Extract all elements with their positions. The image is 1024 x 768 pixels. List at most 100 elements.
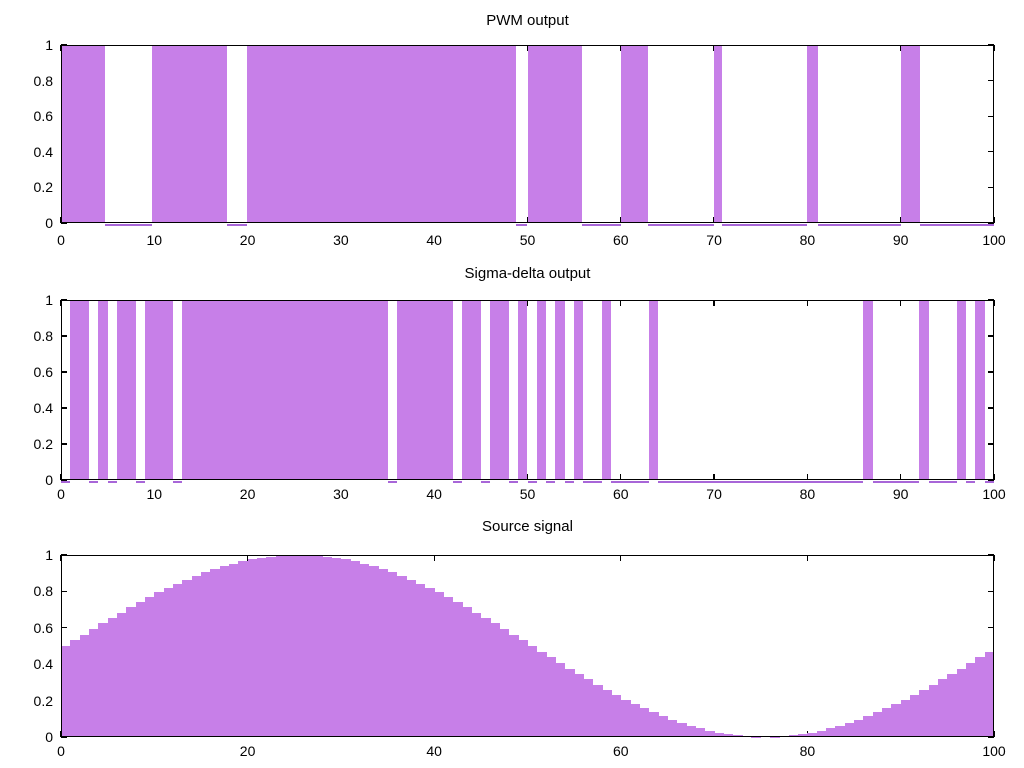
pulse-bar <box>527 45 582 223</box>
zero-level-line <box>928 481 957 483</box>
staircase-step <box>891 704 902 737</box>
y-tick-mark <box>988 371 994 373</box>
zero-level-line <box>172 481 183 483</box>
pulse-bar <box>518 300 528 480</box>
pulse-bar <box>116 300 136 480</box>
x-tick-label: 30 <box>333 232 349 248</box>
y-tick-label: 0.4 <box>33 143 53 160</box>
staircase-step <box>312 555 323 737</box>
x-tick-label: 40 <box>426 232 442 248</box>
pulse-bar <box>714 45 723 223</box>
staircase-step <box>592 684 603 737</box>
staircase-step <box>574 674 584 737</box>
x-tick-mark <box>620 555 622 561</box>
staircase-step <box>406 579 417 737</box>
y-tick-mark <box>61 407 67 409</box>
staircase-step <box>144 597 155 737</box>
staircase-step <box>583 679 594 737</box>
y-tick-mark <box>61 590 67 593</box>
staircase-step <box>350 561 361 737</box>
staircase-step <box>667 719 678 737</box>
x-tick-mark <box>806 45 809 51</box>
y-tick-mark <box>988 186 994 189</box>
pulse-bar <box>246 45 517 223</box>
pulse-bar <box>152 45 228 223</box>
y-tick-label: 1 <box>45 547 53 563</box>
staircase-step <box>704 730 715 737</box>
staircase-step <box>443 597 454 737</box>
staircase-step <box>499 628 510 737</box>
staircase-step <box>79 634 90 737</box>
y-tick-mark <box>988 115 994 117</box>
staircase-step <box>872 712 883 737</box>
zero-level-line <box>872 481 920 483</box>
plot-frame <box>61 45 994 223</box>
staircase-step <box>70 640 81 737</box>
x-tick-mark <box>433 555 435 561</box>
y-tick-mark <box>988 335 994 337</box>
staircase-step <box>844 722 855 737</box>
zero-level-line <box>564 481 575 483</box>
staircase-step <box>480 617 491 737</box>
staircase-step <box>368 566 379 737</box>
staircase-step <box>900 699 911 737</box>
x-tick-label: 60 <box>613 743 629 759</box>
x-tick-label: 80 <box>799 232 816 248</box>
staircase-step <box>107 617 118 737</box>
plot-frame <box>61 555 994 737</box>
zero-level-line <box>527 481 537 483</box>
pulse-bar <box>648 300 659 480</box>
y-tick-label: 0.8 <box>33 328 53 344</box>
y-tick-label: 0 <box>45 215 53 231</box>
staircase-step <box>910 694 920 737</box>
staircase-step <box>434 592 445 737</box>
zero-level-line <box>452 481 463 483</box>
pulse-bar <box>396 300 453 480</box>
staircase-step <box>415 583 426 737</box>
staircase-step <box>322 556 333 737</box>
zero-level-line <box>105 224 153 226</box>
x-tick-mark <box>713 474 715 480</box>
staircase-step <box>564 668 575 737</box>
y-tick-mark <box>61 371 67 373</box>
staircase-step <box>424 587 435 737</box>
pulse-bar <box>555 300 565 480</box>
y-tick-label: 0.6 <box>33 619 53 636</box>
staircase-step <box>219 566 230 737</box>
staircase-step <box>695 728 706 737</box>
x-tick-label: 50 <box>519 486 536 502</box>
x-tick-mark <box>806 474 809 480</box>
x-tick-label: 80 <box>799 743 816 759</box>
zero-level-line <box>583 481 603 483</box>
staircase-step <box>798 734 808 737</box>
zero-level-line <box>581 224 621 226</box>
pulse-bar <box>61 45 106 223</box>
staircase-step <box>135 602 146 737</box>
staircase-step <box>228 563 239 737</box>
staircase-step <box>275 555 286 737</box>
staircase-step <box>256 557 267 737</box>
staircase-step <box>284 555 295 737</box>
x-tick-mark <box>900 300 902 306</box>
staircase-step <box>462 607 473 737</box>
pulse-bar <box>462 300 481 480</box>
x-tick-mark <box>900 474 902 480</box>
y-tick-label: 1 <box>45 37 53 53</box>
x-tick-label: 10 <box>146 232 163 248</box>
staircase-step <box>835 725 846 737</box>
pulse-bar <box>863 300 873 480</box>
staircase-step <box>396 575 407 737</box>
staircase-step <box>359 563 370 737</box>
y-tick-mark <box>988 443 994 445</box>
zero-level-line <box>966 481 976 483</box>
y-tick-mark <box>61 627 67 629</box>
staircase-step <box>984 651 995 737</box>
chart-pwm-output: 0 10 20 30 40 50 60 70 80 90 100 0 0.2 0.4 0.6 0.8 1 PWM … <box>34 12 1006 249</box>
x-tick-label: 10 <box>146 486 163 502</box>
x-tick-mark <box>620 474 622 480</box>
x-tick-label: 50 <box>519 232 536 248</box>
staircase-step <box>536 651 547 737</box>
zero-level-line <box>984 481 994 483</box>
pulse-bar <box>807 45 818 223</box>
x-tick-mark <box>526 45 529 51</box>
